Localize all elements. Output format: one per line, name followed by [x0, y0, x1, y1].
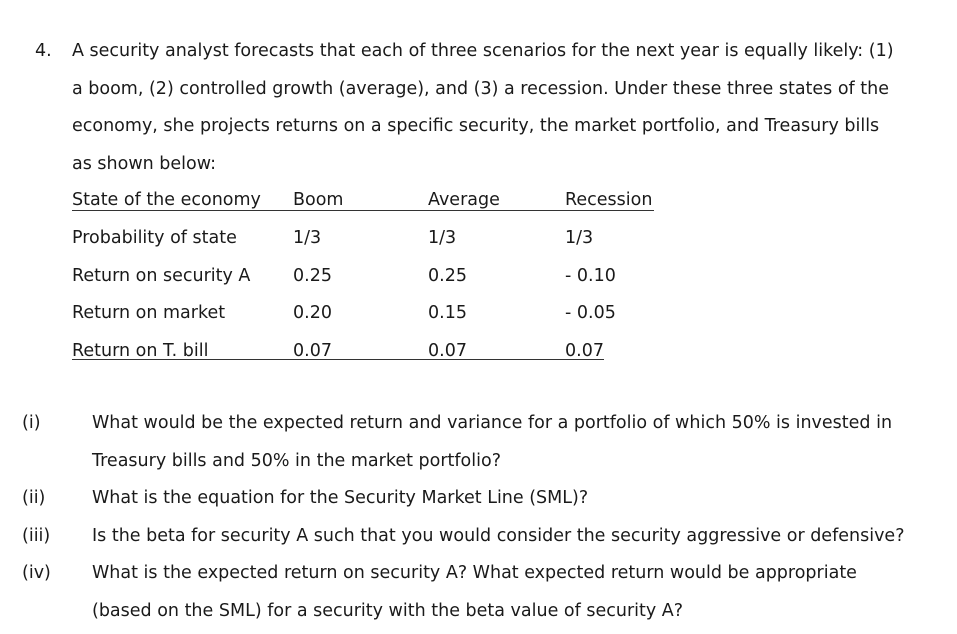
table-cell: Return on market [72, 303, 226, 323]
table-cell: Return on security A [72, 265, 251, 286]
subquestion-line: What would be the expected return and va… [92, 413, 893, 433]
question-line: a boom, (2) controlled growth (average),… [72, 78, 889, 99]
table-top-rule [72, 210, 654, 211]
table-cell: 0.07 [565, 340, 604, 361]
question-line: economy, she projects returns on a speci… [72, 116, 880, 136]
table-cell: Probability of state [72, 228, 237, 248]
subquestion-label: (i) [22, 413, 41, 433]
question-number: 4. [35, 41, 52, 61]
subquestion-label: (iii) [22, 525, 51, 546]
table-cell: 1/3 [293, 228, 322, 248]
table-header: Boom [293, 190, 344, 210]
table-cell: 0.25 [428, 265, 467, 286]
subquestion-line: Is the beta for security A such that you… [92, 525, 905, 546]
table-cell: Return on T. bill [72, 340, 209, 361]
question-line: A security analyst forecasts that each o… [72, 41, 894, 61]
table-header: Average [428, 190, 500, 210]
subquestion-line: What is the expected return on security … [92, 563, 857, 583]
subquestion-label: (iv) [22, 563, 51, 583]
subquestion-label: (ii) [22, 488, 46, 508]
table-bottom-rule [72, 359, 604, 360]
table-cell: 0.07 [428, 340, 467, 361]
subquestion-line: Treasury bills and 50% in the market por… [92, 450, 501, 471]
table-cell: - 0.10 [565, 265, 616, 286]
table-header: Recession [565, 190, 653, 210]
subquestion-line: (based on the SML) for a security with t… [92, 600, 684, 621]
table-header: State of the economy [72, 190, 261, 210]
table-cell: - 0.05 [565, 303, 616, 323]
table-cell: 0.07 [293, 340, 332, 361]
table-cell: 0.20 [293, 303, 332, 323]
table-cell: 0.15 [428, 303, 467, 323]
question-line: as shown below: [72, 153, 216, 174]
table-cell: 1/3 [428, 228, 457, 248]
table-cell: 1/3 [565, 228, 594, 248]
table-cell: 0.25 [293, 265, 332, 286]
subquestion-line: What is the equation for the Security Ma… [92, 488, 589, 508]
